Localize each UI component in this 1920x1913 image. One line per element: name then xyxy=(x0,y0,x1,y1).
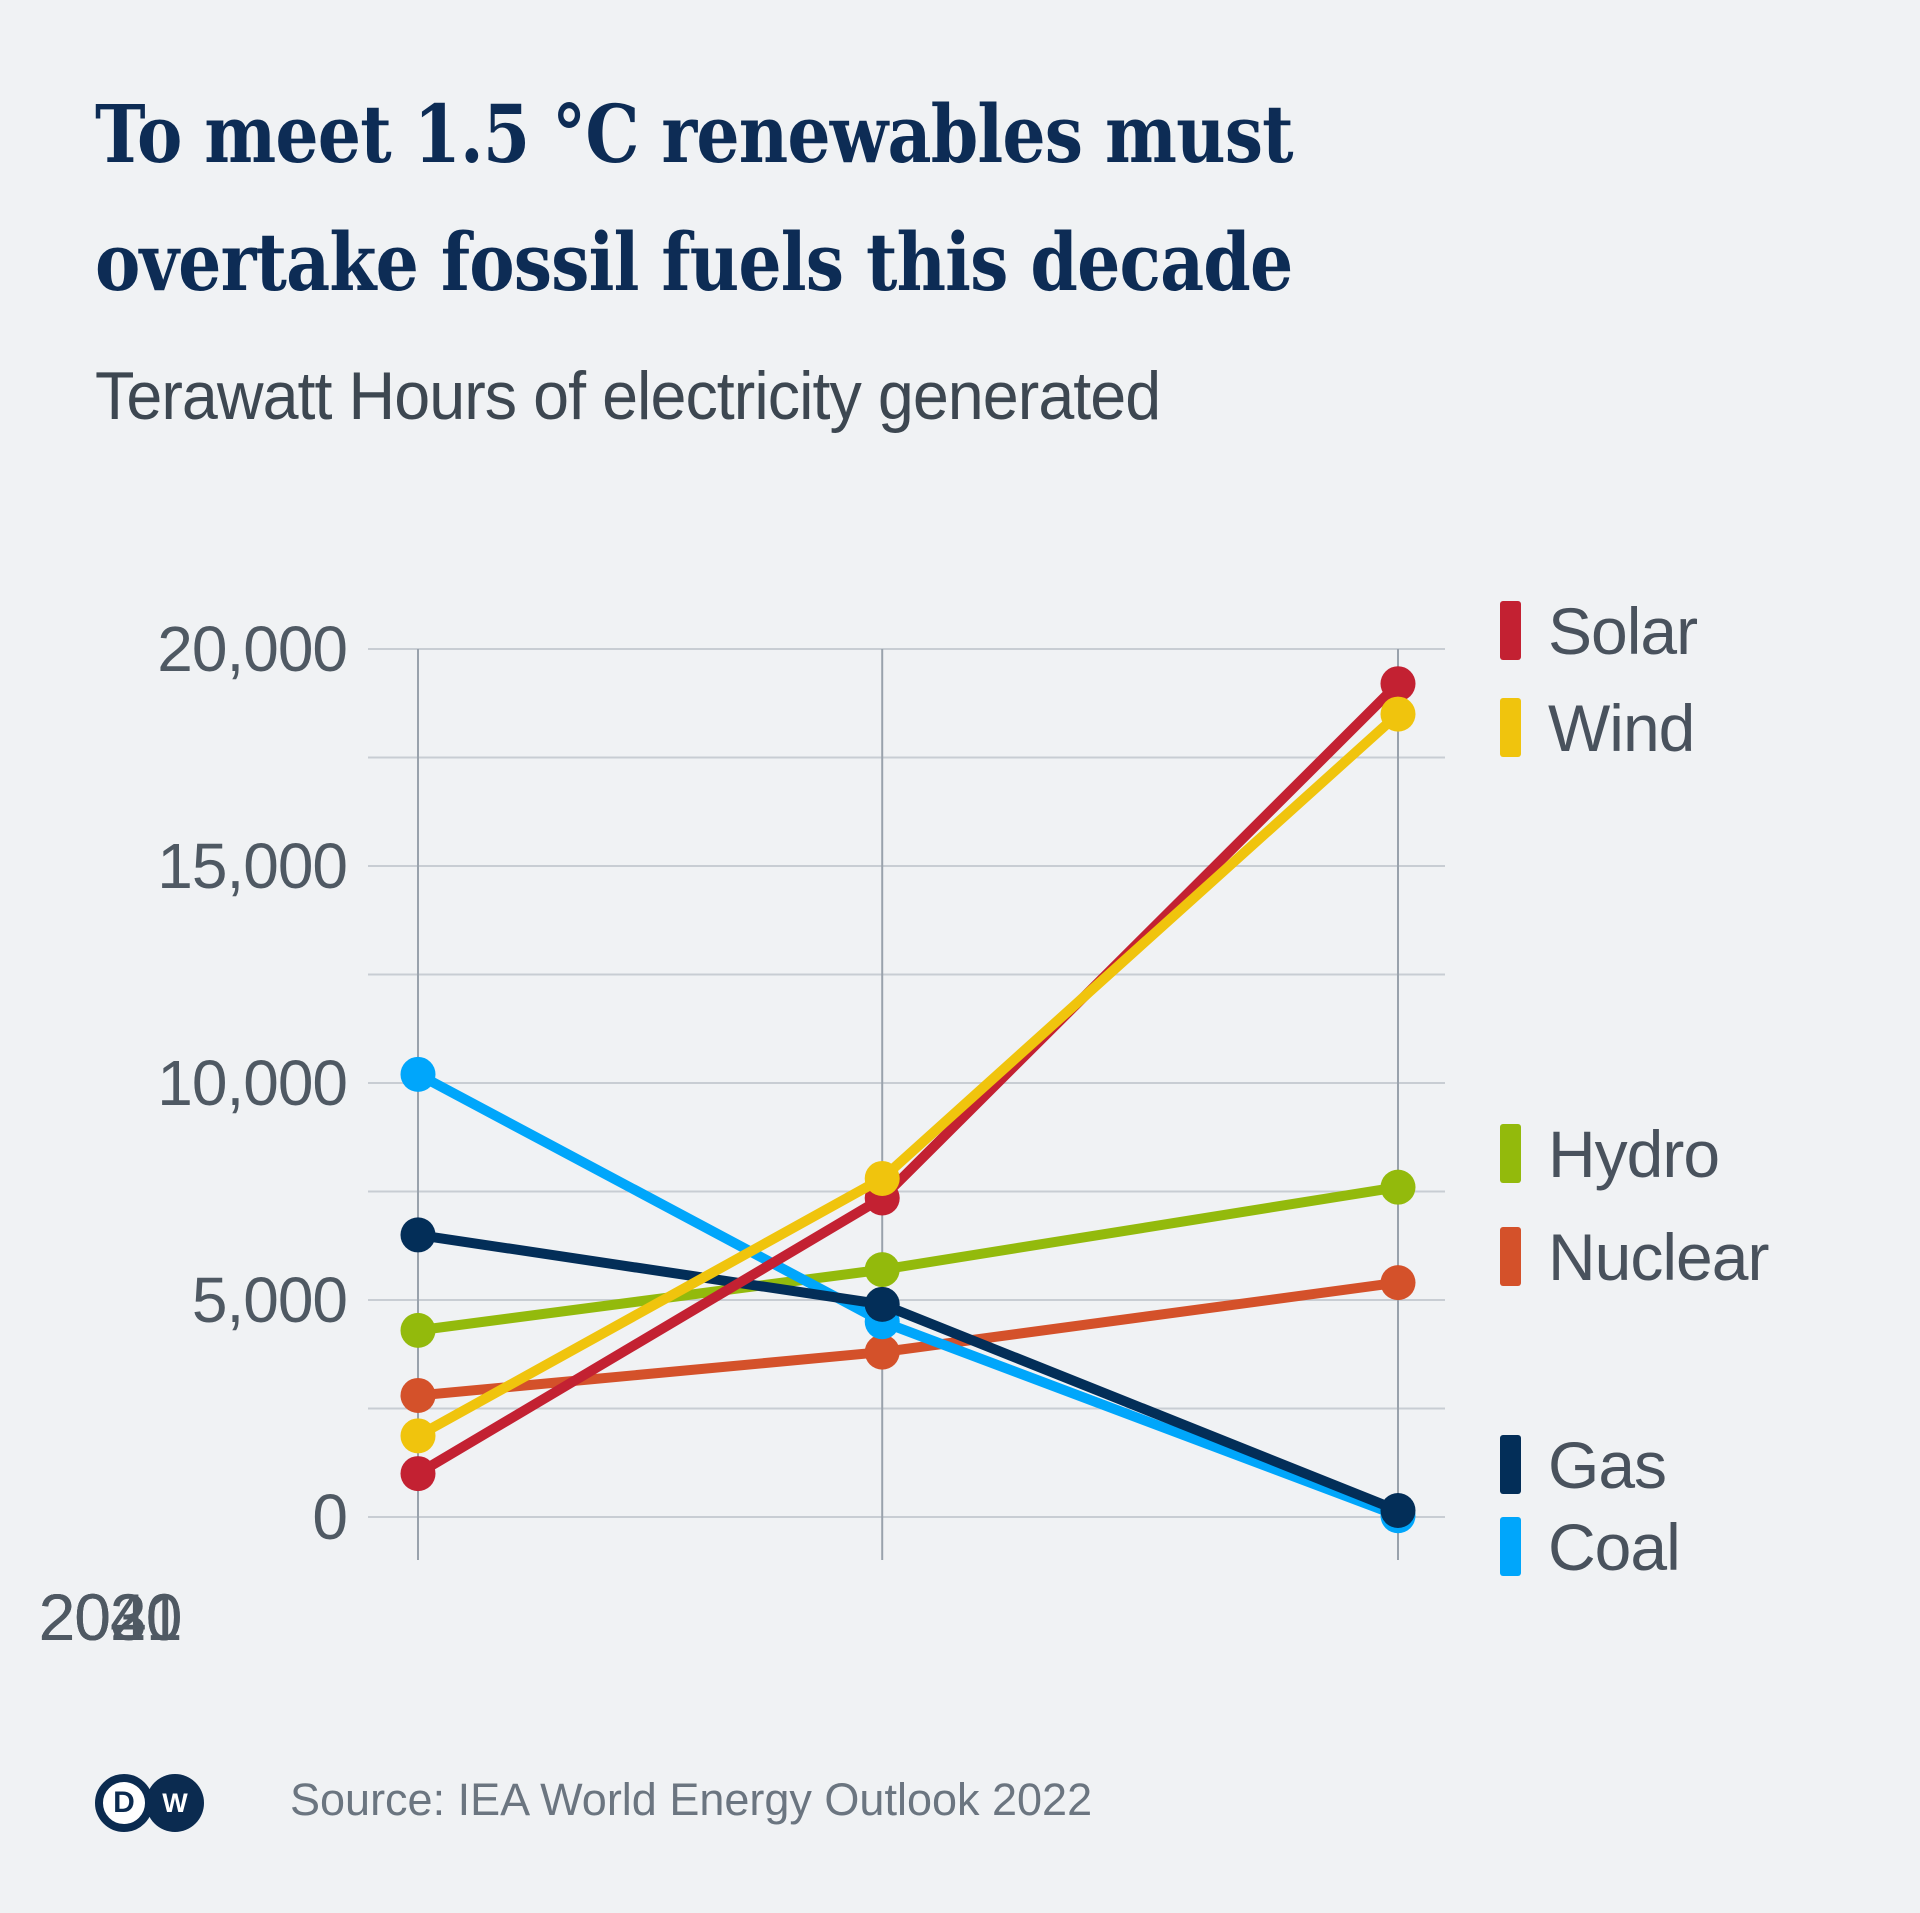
nuclear-swatch-icon xyxy=(1500,1227,1521,1286)
y-tick-0: 0 xyxy=(312,1481,348,1553)
gas-swatch-icon xyxy=(1500,1435,1521,1494)
x-tick-2030: 2030 xyxy=(38,1580,183,1654)
legend-item-coal: Coal xyxy=(1500,1510,1681,1584)
legend-label-coal: Coal xyxy=(1548,1509,1681,1584)
page-title: To meet 1.5 °C renewables must overtake … xyxy=(95,70,1540,326)
legend-label-solar: Solar xyxy=(1548,593,1698,668)
x-tick-2040: 2040 xyxy=(38,1580,183,1654)
title-line-1: To meet 1.5 °C renewables must xyxy=(95,87,1294,181)
coal-swatch-icon xyxy=(1500,1517,1521,1576)
legend-item-solar: Solar xyxy=(1500,594,1698,668)
legend-item-hydro: Hydro xyxy=(1500,1117,1720,1191)
dw-logo: D W xyxy=(95,1774,205,1834)
title-line-2: overtake fossil fuels this decade xyxy=(95,215,1293,309)
dw-logo-d-icon: D xyxy=(95,1774,153,1832)
legend-label-nuclear: Nuclear xyxy=(1548,1219,1769,1294)
legend-item-nuclear: Nuclear xyxy=(1500,1220,1769,1294)
legend-label-hydro: Hydro xyxy=(1548,1116,1720,1191)
x-tick-2021: 2021 xyxy=(38,1580,183,1654)
legend-item-wind: Wind xyxy=(1500,691,1695,765)
dw-logo-d-letter: D xyxy=(113,1786,135,1819)
source-credit: Source: IEA World Energy Outlook 2022 xyxy=(290,1774,1093,1825)
hydro-swatch-icon xyxy=(1500,1124,1521,1183)
y-tick-5000: 5,000 xyxy=(191,1264,348,1336)
y-tick-20000: 20,000 xyxy=(157,613,348,685)
legend-label-gas: Gas xyxy=(1548,1427,1667,1502)
dw-logo-w-letter: W xyxy=(162,1787,188,1818)
legend-item-gas: Gas xyxy=(1500,1428,1667,1502)
legend-label-wind: Wind xyxy=(1548,690,1695,765)
y-tick-10000: 10,000 xyxy=(157,1047,348,1119)
solar-swatch-icon xyxy=(1500,601,1521,660)
dw-logo-w-icon: W xyxy=(146,1774,204,1832)
y-tick-15000: 15,000 xyxy=(157,830,348,902)
chart-subtitle: Terawatt Hours of electricity generated xyxy=(95,358,1161,434)
wind-swatch-icon xyxy=(1500,698,1521,757)
